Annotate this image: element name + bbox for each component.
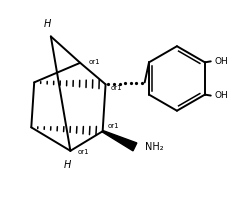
Text: or1: or1 <box>110 85 122 91</box>
Polygon shape <box>102 130 136 151</box>
Text: OH: OH <box>214 91 227 100</box>
Text: H: H <box>44 19 51 29</box>
Text: NH₂: NH₂ <box>144 142 163 152</box>
Text: or1: or1 <box>89 59 100 65</box>
Text: H: H <box>63 160 71 170</box>
Text: or1: or1 <box>107 123 119 129</box>
Text: OH: OH <box>214 57 227 66</box>
Text: or1: or1 <box>77 149 88 155</box>
